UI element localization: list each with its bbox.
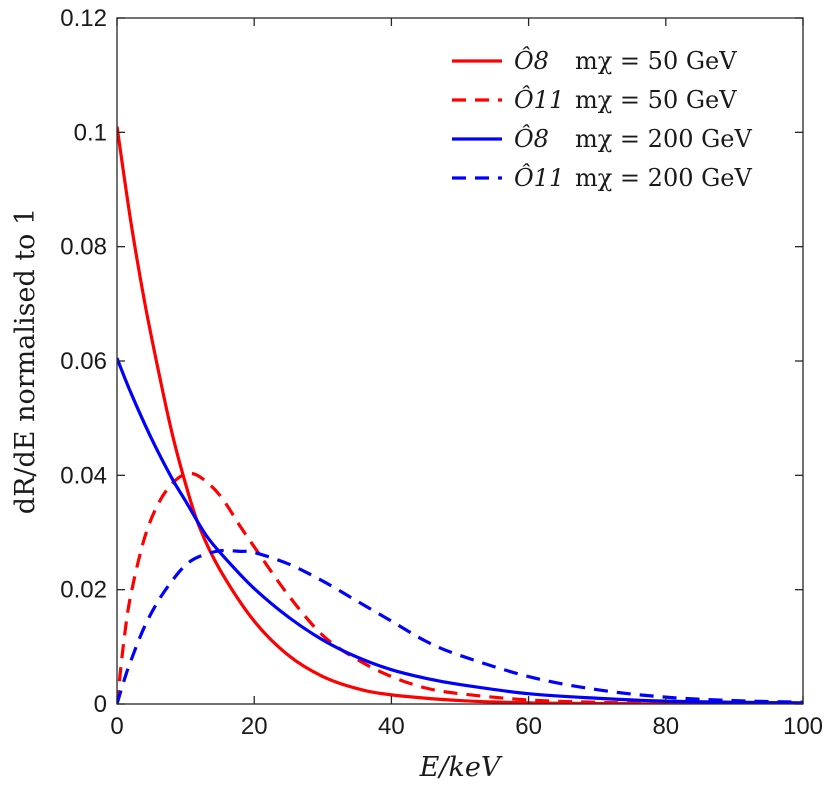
legend-operator-label: Ô11 xyxy=(514,163,564,192)
legend-mass-label: mχ = 200 GeV xyxy=(575,164,752,192)
legend-operator-label: Ô8 xyxy=(514,46,549,75)
y-tick-label: 0.12 xyxy=(60,5,107,32)
y-tick-label: 0.1 xyxy=(74,119,107,146)
legend-mass-label: mχ = 50 GeV xyxy=(575,86,737,114)
ticks-group xyxy=(116,17,804,705)
tick-labels-group: 0 20 40 60 80 100 0 0.02 0.04 0.06 0.08 0.1 0.12 xyxy=(60,5,823,740)
legend-operator-label: Ô11 xyxy=(514,85,564,114)
x-tick-label: 100 xyxy=(783,713,823,740)
plot-frame xyxy=(116,17,804,705)
series-line-3 xyxy=(117,357,803,704)
x-tick-label: 40 xyxy=(378,713,405,740)
y-tick-label: 0.04 xyxy=(60,462,107,489)
legend-operator-label: Ô8 xyxy=(514,124,549,153)
series-group xyxy=(117,126,803,704)
y-tick-label: 0.06 xyxy=(60,348,107,375)
series-line-2 xyxy=(117,471,803,704)
y-tick-label: 0.08 xyxy=(60,234,107,261)
x-tick-label: 20 xyxy=(241,713,268,740)
legend: Ô8 mχ = 50 GeV Ô11 mχ = 50 GeV Ô8 mχ = 200 Ge… xyxy=(452,46,752,192)
legend-mass-label: mχ = 200 GeV xyxy=(575,125,752,153)
x-tick-label: 0 xyxy=(110,713,123,740)
y-tick-label: 0 xyxy=(94,691,107,718)
x-tick-label: 60 xyxy=(515,713,542,740)
y-tick-label: 0.02 xyxy=(60,577,107,604)
x-axis-title: E/keV xyxy=(419,752,503,783)
y-axis-title: dR/dE normalised to 1 xyxy=(10,208,41,514)
legend-mass-label: mχ = 50 GeV xyxy=(575,47,737,75)
x-tick-label: 80 xyxy=(652,713,679,740)
series-line-1 xyxy=(117,126,803,704)
series-line-4 xyxy=(117,548,803,704)
